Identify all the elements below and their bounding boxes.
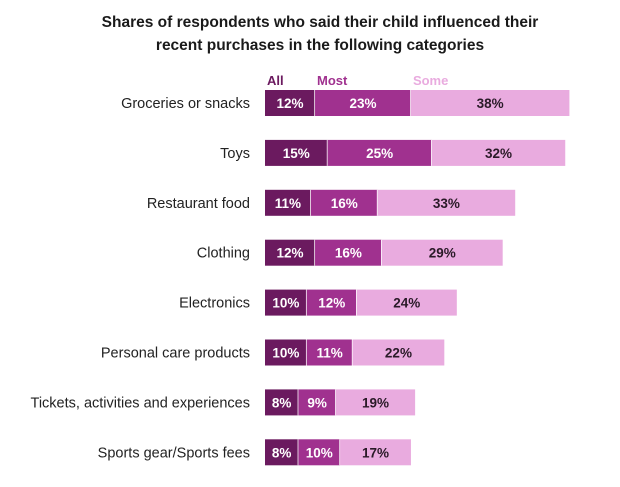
bar-some-toys (431, 139, 566, 166)
legend: All Most Some (267, 73, 448, 88)
bar-most-tickets-activities-and-experiences (298, 389, 336, 416)
value-label-most-restaurant-food: 16% (331, 196, 358, 211)
category-label-electronics: Electronics (179, 296, 250, 312)
bars: 12% 23% 38% 15% 25% 32% 11% 16% 33% 12% 16% 29% 10% 1… (265, 90, 570, 466)
bar-most-clothing (315, 239, 382, 266)
category-label-toys: Toys (220, 146, 250, 162)
chart-title-line-1: Shares of respondents who said their chi… (102, 14, 539, 31)
category-label-groceries-or-snacks: Groceries or snacks (121, 96, 250, 112)
bar-some-groceries-or-snacks (410, 90, 570, 116)
value-label-most-groceries-or-snacks: 23% (349, 96, 376, 111)
value-label-some-electronics: 24% (393, 296, 420, 311)
value-label-all-clothing: 12% (277, 246, 304, 261)
bar-all-electronics (265, 289, 307, 316)
legend-item-all: All (267, 73, 284, 88)
bar-all-restaurant-food (265, 189, 311, 216)
value-label-all-electronics: 10% (272, 296, 299, 311)
value-label-some-restaurant-food: 33% (433, 196, 460, 211)
bar-some-restaurant-food (377, 189, 516, 216)
legend-item-some: Some (413, 73, 448, 88)
value-label-some-personal-care-products: 22% (385, 346, 412, 361)
bar-some-personal-care-products (352, 339, 445, 366)
value-label-some-tickets-activities-and-experiences: 19% (362, 395, 389, 410)
value-label-some-sports-gear-sports-fees: 17% (362, 445, 389, 460)
category-label-restaurant-food: Restaurant food (147, 196, 250, 212)
value-label-most-electronics: 12% (318, 296, 345, 311)
value-label-most-tickets-activities-and-experiences: 9% (307, 395, 327, 410)
bar-some-electronics (356, 289, 457, 316)
bar-all-sports-gear-sports-fees (265, 439, 299, 466)
category-label-personal-care-products: Personal care products (101, 346, 250, 362)
bar-all-toys (265, 139, 328, 166)
value-label-some-groceries-or-snacks: 38% (477, 96, 504, 111)
legend-item-most: Most (317, 73, 348, 88)
value-label-all-personal-care-products: 10% (272, 346, 299, 361)
bar-most-sports-gear-sports-fees (298, 439, 341, 466)
category-label-sports-gear-sports-fees: Sports gear/Sports fees (98, 445, 250, 461)
value-label-all-sports-gear-sports-fees: 8% (272, 445, 292, 460)
bar-all-groceries-or-snacks (265, 90, 316, 116)
bar-all-tickets-activities-and-experiences (265, 389, 299, 416)
bar-most-groceries-or-snacks (315, 90, 411, 116)
bar-some-clothing (381, 239, 503, 266)
value-label-some-toys: 32% (485, 146, 512, 161)
bar-most-toys (327, 139, 432, 166)
value-label-all-restaurant-food: 11% (275, 196, 301, 211)
value-label-most-sports-gear-sports-fees: 10% (306, 445, 333, 460)
chart-title-line-2: recent purchases in the following catego… (156, 37, 484, 54)
value-label-all-tickets-activities-and-experiences: 8% (272, 395, 292, 410)
bar-some-tickets-activities-and-experiences (335, 389, 416, 416)
value-label-most-clothing: 16% (335, 246, 362, 261)
value-label-all-groceries-or-snacks: 12% (277, 96, 304, 111)
value-label-all-toys: 15% (283, 146, 310, 161)
bar-some-sports-gear-sports-fees (340, 439, 411, 466)
value-label-most-personal-care-products: 11% (316, 346, 342, 361)
bar-most-restaurant-food (310, 189, 378, 216)
bar-most-personal-care-products (306, 339, 353, 366)
bar-most-electronics (306, 289, 357, 316)
bar-all-clothing (265, 239, 316, 266)
category-labels: Groceries or snacks Toys Restaurant food Cl… (31, 96, 250, 461)
category-label-tickets-activities-and-experiences: Tickets, activities and experiences (31, 395, 250, 411)
bar-all-personal-care-products (265, 339, 307, 366)
category-label-clothing: Clothing (197, 246, 250, 262)
value-label-most-toys: 25% (366, 146, 393, 161)
value-label-some-clothing: 29% (429, 246, 456, 261)
